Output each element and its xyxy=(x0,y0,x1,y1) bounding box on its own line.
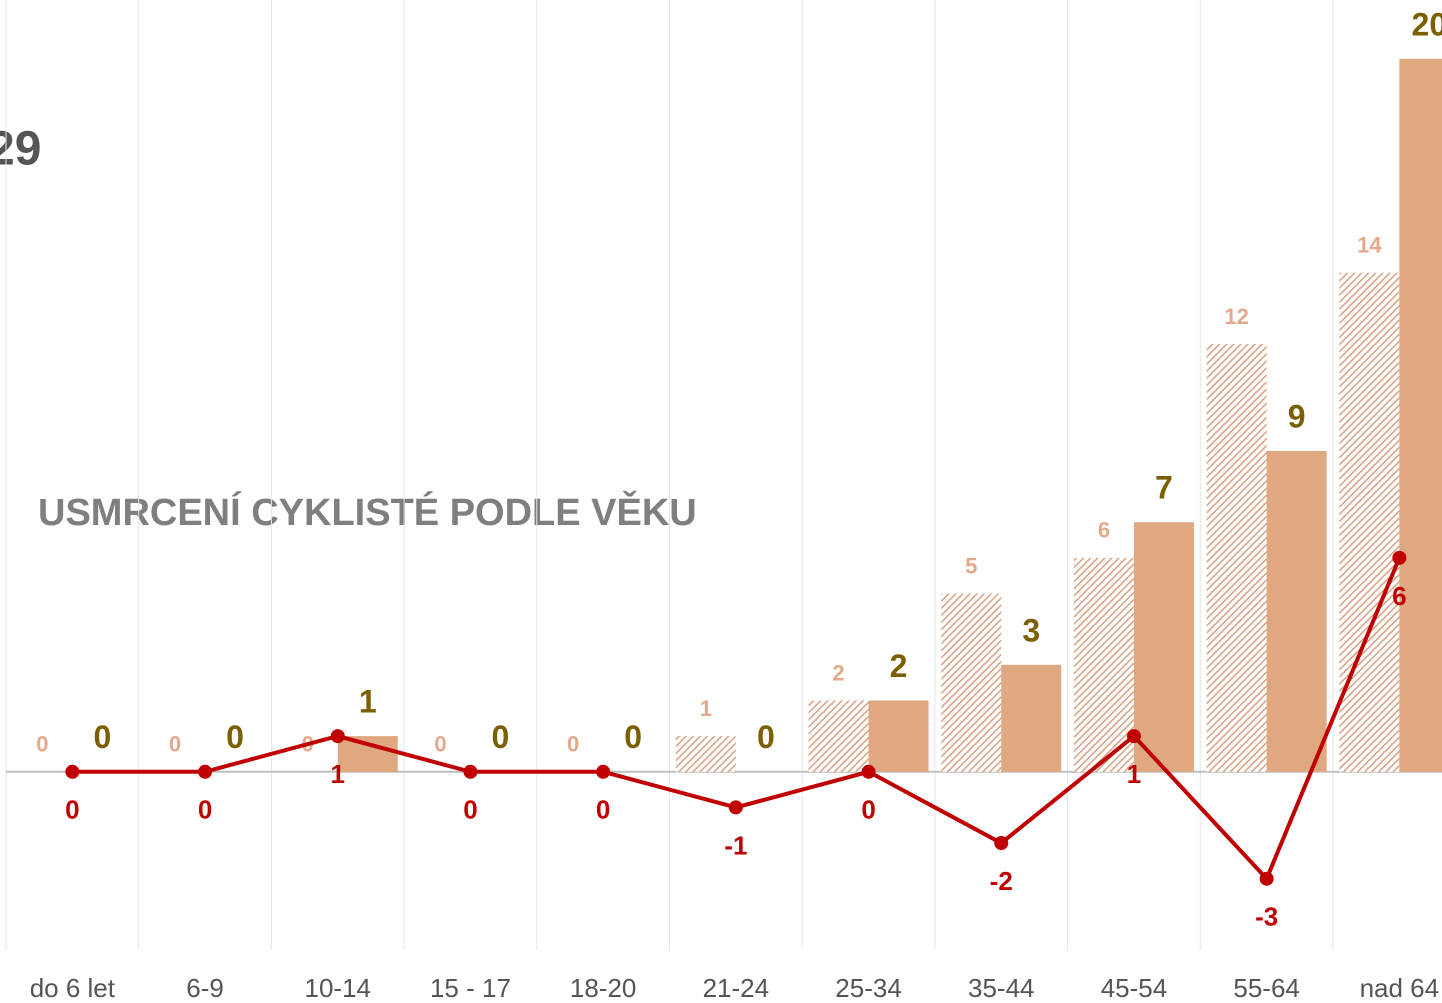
data-label: 0 xyxy=(226,719,244,755)
line-point xyxy=(1392,550,1407,565)
data-label: 1 xyxy=(359,684,377,720)
bar xyxy=(1266,450,1327,772)
x-tick-label: 21-24 xyxy=(703,973,770,1003)
x-tick-label: 55-64 xyxy=(1233,973,1300,1003)
data-label: 12 xyxy=(1224,304,1248,329)
x-tick-label: 25-34 xyxy=(835,973,902,1003)
line-point xyxy=(65,764,80,779)
line-point xyxy=(596,764,611,779)
data-label: 7 xyxy=(1155,470,1173,506)
bar xyxy=(1339,272,1400,772)
data-label: 0 xyxy=(757,719,775,755)
data-label: 0 xyxy=(596,795,610,825)
line-point xyxy=(861,764,876,779)
x-tick-label: nad 64 xyxy=(1360,973,1440,1003)
data-label: 1 xyxy=(1127,759,1141,789)
bar xyxy=(941,593,1002,772)
data-label: 2 xyxy=(832,660,844,685)
x-tick-label: 10-14 xyxy=(305,973,372,1003)
data-label: -1 xyxy=(724,830,747,860)
data-label: 0 xyxy=(93,719,111,755)
data-label: 14 xyxy=(1357,233,1382,258)
data-label: 3 xyxy=(1022,612,1040,648)
line-point xyxy=(198,764,213,779)
data-label: 0 xyxy=(567,732,579,757)
data-label: 0 xyxy=(492,719,510,755)
data-label: -2 xyxy=(990,866,1013,896)
data-label: 0 xyxy=(463,795,477,825)
data-label: 20 xyxy=(1412,6,1442,42)
annotation: 29 xyxy=(0,123,41,176)
data-label: 0 xyxy=(198,795,212,825)
data-label: 0 xyxy=(624,719,642,755)
data-label: 0 xyxy=(861,795,875,825)
x-tick-label: 6-9 xyxy=(186,973,224,1003)
chart-title: USMRCENÍ CYKLISTÉ PODLE VĚKU xyxy=(38,490,697,534)
line-point xyxy=(728,800,743,815)
data-label: 5 xyxy=(965,553,977,578)
data-label: 2 xyxy=(890,648,908,684)
line-point xyxy=(1259,871,1274,886)
data-label: 0 xyxy=(434,732,446,757)
data-label: -3 xyxy=(1255,902,1278,932)
line-point xyxy=(994,836,1009,851)
data-label: 0 xyxy=(65,795,79,825)
bar xyxy=(675,736,736,772)
line-point xyxy=(330,729,345,744)
bar xyxy=(868,700,929,772)
x-tick-label: do 6 let xyxy=(30,973,116,1003)
data-label: 9 xyxy=(1288,398,1306,434)
x-tick-label: 35-44 xyxy=(968,973,1035,1003)
data-label: 1 xyxy=(331,759,345,789)
data-label: 6 xyxy=(1392,581,1406,611)
line-point xyxy=(463,764,478,779)
data-label: 1 xyxy=(700,696,712,721)
bar xyxy=(1001,664,1062,772)
line-point xyxy=(1126,729,1141,744)
x-tick-label: 45-54 xyxy=(1101,973,1168,1003)
bar xyxy=(1073,557,1134,772)
data-label: 0 xyxy=(36,732,48,757)
bar xyxy=(808,700,869,772)
data-label: 0 xyxy=(169,732,181,757)
x-tick-label: 15 - 17 xyxy=(430,973,511,1003)
bar xyxy=(337,736,398,772)
bar xyxy=(1399,58,1442,772)
x-tick-label: 18-20 xyxy=(570,973,637,1003)
bar xyxy=(1133,522,1194,772)
data-label: 6 xyxy=(1098,518,1110,543)
bar xyxy=(1206,343,1267,772)
